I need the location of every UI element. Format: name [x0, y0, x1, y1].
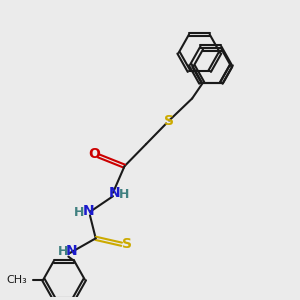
Text: H: H	[119, 188, 129, 201]
Text: N: N	[83, 204, 94, 218]
Text: N: N	[65, 244, 77, 258]
Text: CH₃: CH₃	[6, 274, 27, 285]
Text: H: H	[57, 245, 68, 258]
Text: N: N	[109, 186, 120, 200]
Text: O: O	[88, 147, 100, 161]
Text: S: S	[122, 237, 132, 250]
Text: H: H	[74, 206, 84, 219]
Text: S: S	[164, 114, 174, 128]
